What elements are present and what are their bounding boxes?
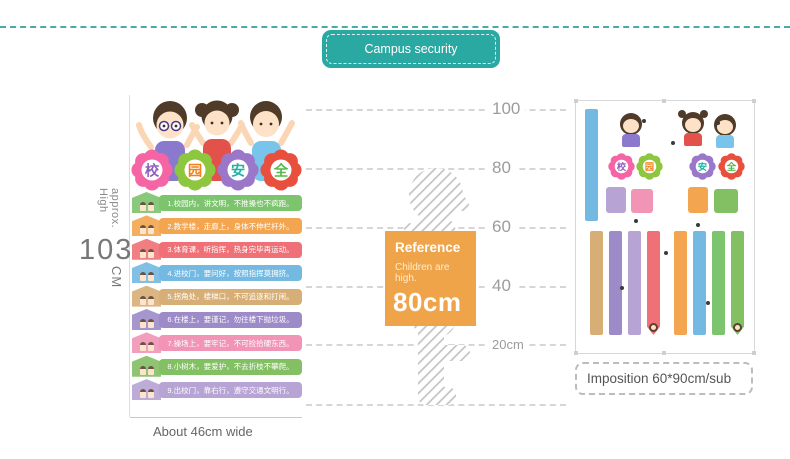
rule-pictogram <box>132 285 161 307</box>
thumb-boy2-shirt <box>716 135 734 148</box>
rule-row: 9.出校门，靠右行，遵守交通文明行。 <box>131 379 302 401</box>
thumb-stripe <box>609 231 622 335</box>
title-char: 安 <box>231 161 245 179</box>
campus-security-button[interactable]: Campus security <box>322 30 500 68</box>
height-unit: CM <box>109 266 124 289</box>
rule-row: 5.拐角处，楼梯口，不可追逐和打闹。 <box>131 285 302 307</box>
height-note-line2: approx. <box>109 188 121 229</box>
flower-badge: 全 <box>260 149 302 191</box>
thumb-flower: 安 <box>689 153 716 180</box>
rule-pictogram <box>132 192 161 213</box>
rule-text: 2.教学楼，走廊上，身体不伸栏杆外。 <box>159 218 302 235</box>
thumb-stripe <box>590 231 603 335</box>
flower-badge: 园 <box>174 149 216 191</box>
reference-title: Reference <box>395 240 461 255</box>
scale-tick-40: 40 <box>487 276 516 296</box>
gridline-100 <box>306 109 566 111</box>
thumb-girl-shirt <box>684 133 702 146</box>
title-char: 校 <box>145 161 160 179</box>
thumb-stripe <box>647 231 660 335</box>
rule-pictogram <box>132 238 161 260</box>
thumb-flower: 全 <box>718 153 745 180</box>
scale-tick-60: 60 <box>487 217 516 237</box>
svg-text:全: 全 <box>726 161 737 172</box>
thumb-stripe <box>674 231 687 335</box>
rule-pictogram <box>132 215 161 237</box>
rule-text: 8.小树木，要爱护，不去折枝不攀爬。 <box>159 358 302 375</box>
rule-text: 1.校园内，讲文明，不推搡也不疯跑。 <box>159 195 302 211</box>
imposition-size-box: Imposition 60*90cm/sub <box>575 362 753 395</box>
rule-row: 1.校园内，讲文明，不推搡也不疯跑。 <box>131 192 302 213</box>
thumb-stripe <box>628 231 641 335</box>
children-illustration <box>136 100 295 181</box>
height-measure-line <box>129 95 130 417</box>
title-char: 园 <box>188 162 202 179</box>
rule-pictogram <box>132 308 161 330</box>
thumb-boy-shirt <box>622 134 640 147</box>
thumb-stripe <box>731 231 744 335</box>
svg-text:安: 安 <box>698 161 707 172</box>
safety-poster: 校 园 安 全 <box>131 95 302 401</box>
thumb-stripe <box>712 231 725 335</box>
safety-rules-list: 1.校园内，讲文明，不推搡也不疯跑。 2.教学楼，走廊上，身体不伸栏杆外。 3.… <box>131 192 302 401</box>
poster-header: 校 园 安 全 <box>131 95 302 192</box>
rule-text: 7.操场上，要牢记，不可捡拾硬东西。 <box>159 335 302 352</box>
height-value: 103 <box>79 234 134 266</box>
rule-text: 9.出校门，靠右行，遵守交通文明行。 <box>159 382 302 399</box>
reference-subtitle: Children are high. <box>395 262 450 284</box>
thumb-stripe <box>585 109 598 221</box>
rule-row: 3.体育课，听指挥，热身完毕再运动。 <box>131 238 302 260</box>
flower-badge: 校 <box>131 149 173 191</box>
rule-pictogram <box>132 262 161 284</box>
reference-box: Reference Children are high. 80cm <box>385 231 476 326</box>
imposition-preview: 校 园 安 全 <box>574 99 756 355</box>
reference-value: 80cm <box>393 287 462 317</box>
rule-pictogram <box>132 332 161 354</box>
width-note: About 46cm wide <box>153 424 253 439</box>
rule-row: 4.进校门，要问好，按照指挥莫拥挤。 <box>131 262 302 284</box>
scale-tick-100: 100 <box>487 99 526 119</box>
top-dashed-divider <box>0 26 790 28</box>
height-note-line1: High <box>97 188 109 213</box>
campus-security-label: Campus security <box>364 42 458 56</box>
thumb-flower: 校 <box>608 153 635 180</box>
poster-title: 校 园 安 全 <box>131 149 302 191</box>
thumb-girl-head <box>682 112 704 134</box>
rule-row: 8.小树木，要爱护，不去折枝不攀爬。 <box>131 355 302 377</box>
scale-tick-20cm: 20cm <box>487 336 529 352</box>
rule-pictogram <box>132 379 161 401</box>
rule-text: 5.拐角处，楼梯口，不可追逐和打闹。 <box>159 288 302 305</box>
rule-text: 6.在楼上，要谨记，勿往楼下抛垃圾。 <box>159 311 302 328</box>
height-note: High approx. <box>97 188 121 228</box>
flower-badge: 安 <box>217 149 259 191</box>
rule-pictogram <box>132 355 161 377</box>
rule-row: 7.操场上，要牢记，不可捡拾硬东西。 <box>131 332 302 354</box>
thumb-boy2-head <box>714 114 736 136</box>
thumb-boy-head <box>620 113 642 135</box>
thumb-flower: 园 <box>636 153 663 180</box>
width-measure-line <box>130 417 302 418</box>
thumb-stripe <box>693 231 706 335</box>
rule-row: 6.在楼上，要谨记，勿往楼下抛垃圾。 <box>131 308 302 330</box>
svg-text:校: 校 <box>617 161 627 172</box>
rule-row: 2.教学楼，走廊上，身体不伸栏杆外。 <box>131 215 302 237</box>
svg-text:园: 园 <box>645 162 654 172</box>
rule-text: 4.进校门，要问好，按照指挥莫拥挤。 <box>159 265 302 282</box>
scale-tick-80: 80 <box>487 158 516 178</box>
rule-text: 3.体育课，听指挥，热身完毕再运动。 <box>159 241 302 258</box>
imposition-label: Imposition 60*90cm/sub <box>587 371 732 386</box>
title-char: 全 <box>273 161 289 179</box>
